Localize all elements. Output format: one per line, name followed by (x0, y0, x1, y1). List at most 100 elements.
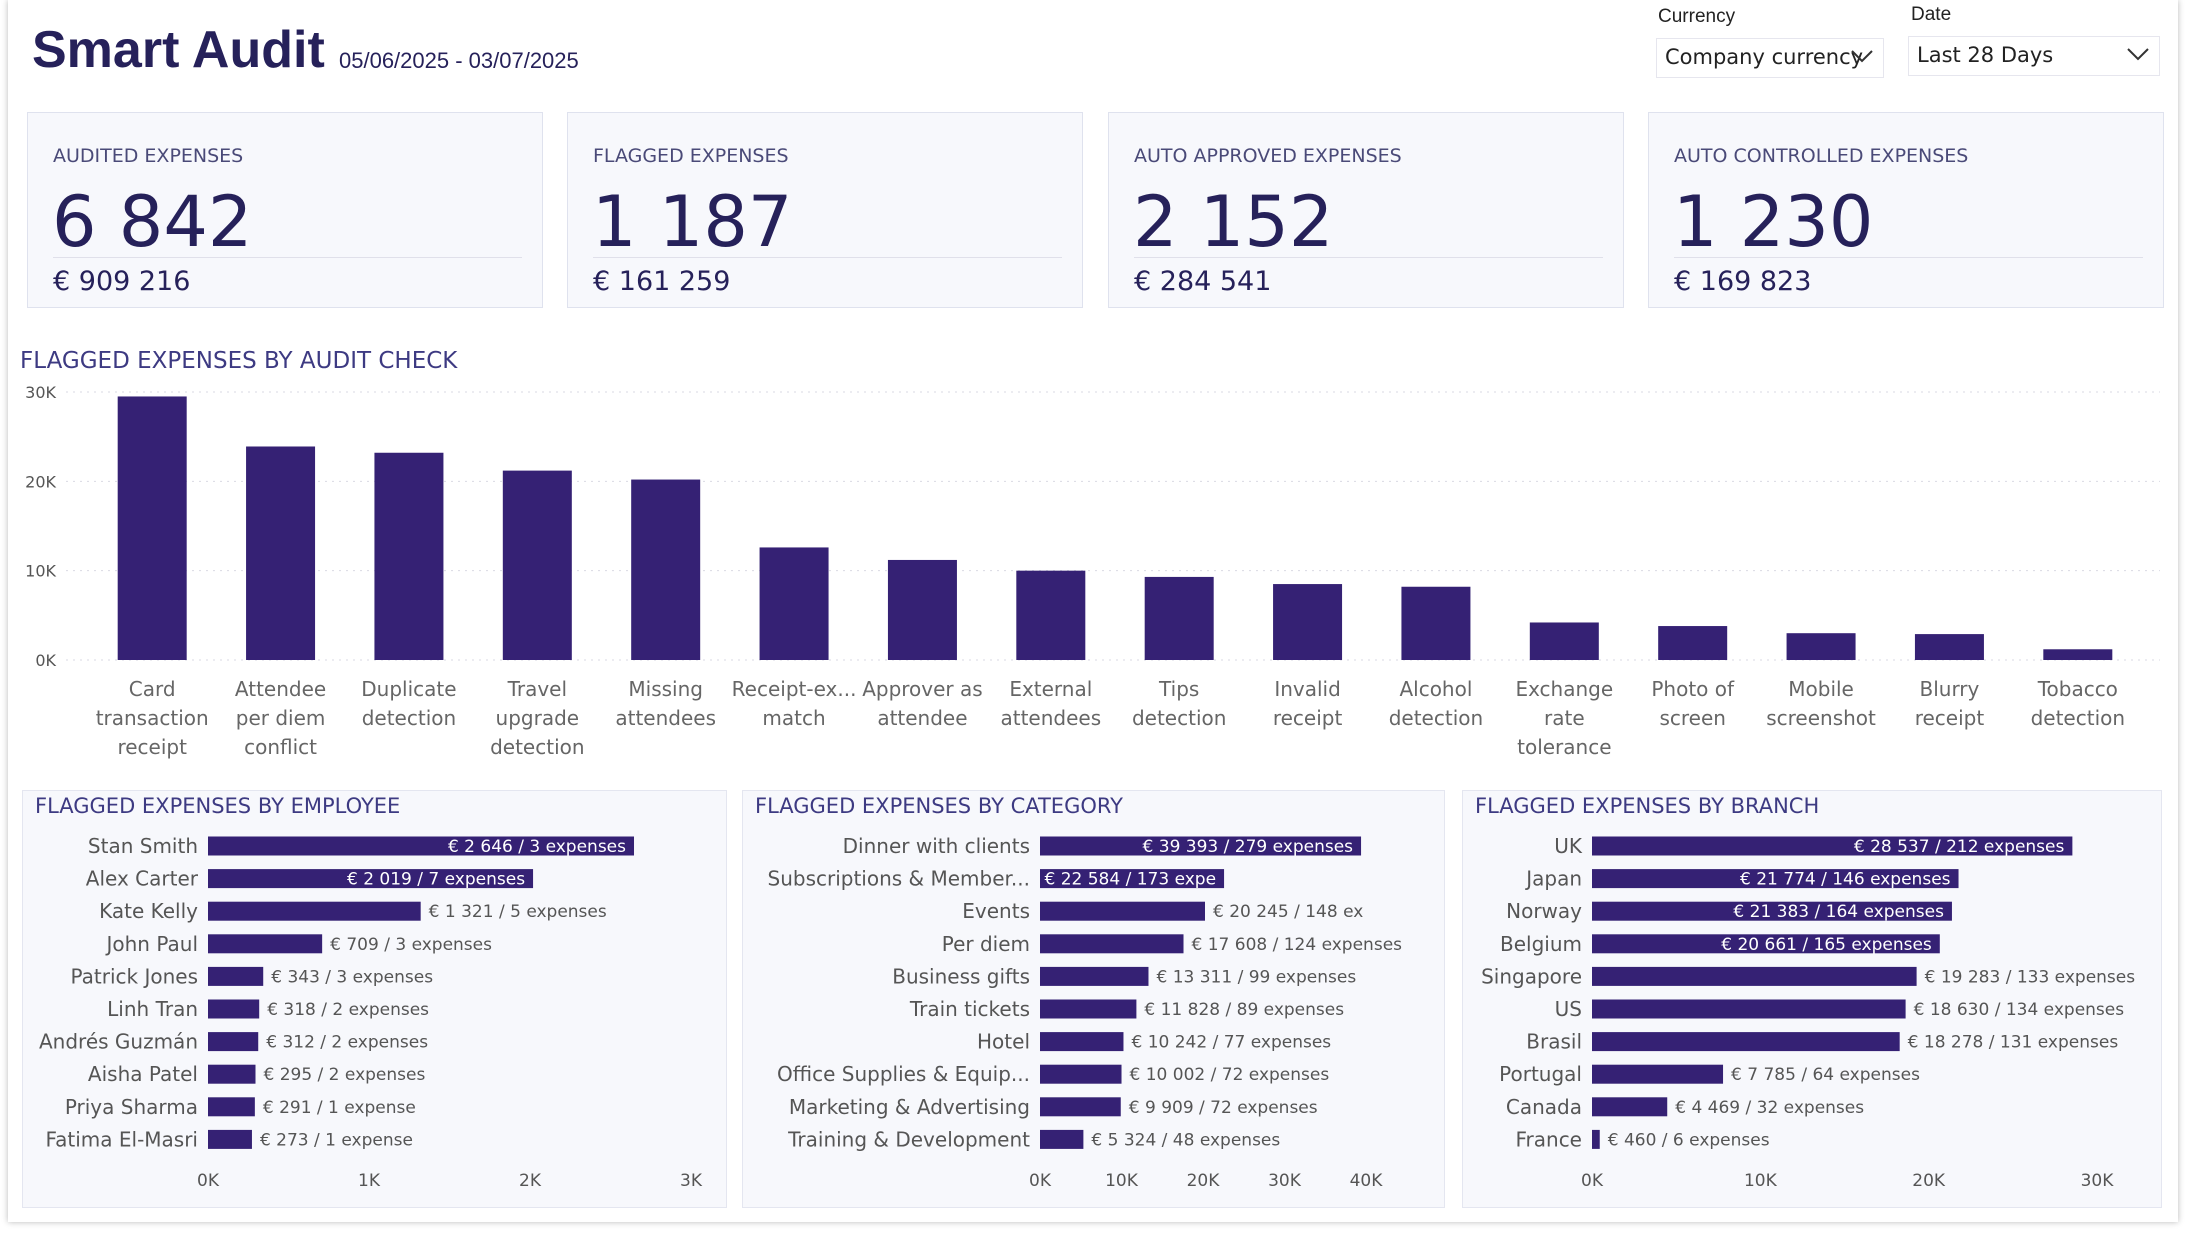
bar[interactable] (208, 901, 421, 921)
x-tick-label: 0K (1029, 1171, 1052, 1191)
bar[interactable] (1592, 1129, 1600, 1149)
bar[interactable] (1914, 634, 1984, 660)
bar[interactable] (208, 1064, 256, 1084)
bar[interactable] (502, 470, 572, 660)
y-tick-label: 0K (35, 651, 56, 670)
category-label: Priya Sharma (65, 1095, 198, 1119)
bar[interactable] (1592, 999, 1906, 1019)
bar[interactable] (1786, 633, 1856, 660)
bar[interactable] (1144, 576, 1214, 660)
x-category-label: detection (490, 735, 584, 759)
x-category-label: conflict (244, 735, 317, 759)
bar[interactable] (208, 999, 260, 1019)
kpi-amount: € 284 541 (1134, 266, 1272, 297)
bar[interactable] (1592, 836, 2073, 856)
bar[interactable] (1040, 901, 1205, 921)
bar[interactable] (1040, 1064, 1122, 1084)
x-category-label: Invalid (1274, 677, 1340, 701)
category-label: Training & Development (787, 1127, 1030, 1151)
kpi-label: AUTO CONTROLLED EXPENSES (1674, 145, 1969, 167)
data-label: € 22 584 / 173 expe (1044, 870, 1216, 890)
data-label: € 2 646 / 3 expenses (448, 837, 626, 857)
kpi-divider (593, 257, 1062, 258)
bar[interactable] (1040, 999, 1137, 1019)
bar[interactable] (631, 479, 701, 660)
chevron-down-icon (2127, 48, 2149, 61)
kpi-count: 1 187 (592, 181, 793, 263)
bar[interactable] (208, 934, 323, 954)
bar[interactable] (1016, 570, 1086, 660)
x-category-label: Mobile (1788, 677, 1854, 701)
x-category-label: External (1009, 677, 1092, 701)
x-category-label: Tobacco (2037, 677, 2118, 701)
data-label: € 10 242 / 77 expenses (1131, 1033, 1331, 1053)
category-label: UK (1554, 834, 1583, 858)
data-label: € 20 661 / 165 expenses (1721, 935, 1932, 955)
bar[interactable] (117, 396, 187, 660)
data-label: € 318 / 2 expenses (267, 1000, 429, 1020)
bar[interactable] (1592, 966, 1917, 986)
bar[interactable] (1658, 626, 1728, 660)
data-label: € 273 / 1 expense (260, 1130, 413, 1150)
bar[interactable] (208, 869, 534, 889)
bar[interactable] (1592, 934, 1940, 954)
x-category-label: receipt (1273, 706, 1343, 730)
category-chart-panel: FLAGGED EXPENSES BY CATEGORY (742, 790, 1445, 1208)
category-label: Aisha Patel (88, 1062, 198, 1086)
bar[interactable] (246, 446, 316, 660)
x-tick-label: 40K (1350, 1171, 1384, 1191)
x-category-label: detection (1389, 706, 1483, 730)
kpi-count: 6 842 (52, 181, 253, 263)
x-category-label: Missing (628, 677, 703, 701)
bar[interactable] (1273, 584, 1343, 660)
y-tick-label: 20K (25, 472, 56, 491)
bar[interactable] (1040, 934, 1184, 954)
data-label: € 21 383 / 164 expenses (1733, 902, 1944, 922)
bar[interactable] (759, 547, 829, 660)
data-label: € 10 002 / 72 expenses (1130, 1065, 1330, 1085)
x-category-label: detection (1132, 706, 1226, 730)
kpi-divider (1674, 257, 2143, 258)
bar[interactable] (208, 966, 264, 986)
category-label: France (1515, 1127, 1582, 1151)
bar[interactable] (1401, 586, 1471, 660)
bar[interactable] (208, 836, 635, 856)
x-tick-label: 10K (1744, 1171, 1778, 1191)
bar[interactable] (1040, 1032, 1124, 1052)
data-label: € 312 / 2 expenses (266, 1033, 428, 1053)
bar[interactable] (887, 559, 957, 660)
bar[interactable] (208, 1129, 252, 1149)
bar[interactable] (1040, 869, 1225, 889)
category-label: Events (962, 899, 1030, 923)
branch-bar-chart: UK € 28 537 / 212 expenses Japan € 21 774 /… (1481, 834, 2135, 1191)
x-tick-label: 0K (197, 1171, 220, 1191)
bar[interactable] (374, 452, 444, 660)
currency-dropdown[interactable]: Company currency (1656, 38, 1884, 78)
bar[interactable] (1040, 1129, 1084, 1149)
bar[interactable] (1040, 1097, 1121, 1117)
bar[interactable] (1040, 966, 1149, 986)
category-label: Hotel (977, 1030, 1030, 1054)
bar[interactable] (1592, 869, 1959, 889)
category-label: Singapore (1481, 964, 1582, 988)
category-label: Japan (1524, 867, 1582, 891)
data-label: € 4 469 / 32 expenses (1675, 1098, 1864, 1118)
data-label: € 18 278 / 131 expenses (1908, 1033, 2119, 1053)
bar[interactable] (1529, 622, 1599, 660)
bar[interactable] (1592, 1032, 1900, 1052)
bar[interactable] (1592, 1097, 1668, 1117)
bar[interactable] (1040, 836, 1362, 856)
bar[interactable] (1592, 1064, 1724, 1084)
x-category-label: Blurry (1919, 677, 1979, 701)
bar[interactable] (1592, 901, 1952, 921)
bar[interactable] (2043, 649, 2113, 660)
bar[interactable] (208, 1032, 259, 1052)
branch-chart-title: FLAGGED EXPENSES BY BRANCH (1475, 794, 1820, 818)
x-category-label: transaction (96, 706, 209, 730)
bar[interactable] (208, 1097, 255, 1117)
kpi-card-audited: AUDITED EXPENSES 6 842 € 909 216 (27, 112, 543, 308)
category-label: Portugal (1499, 1062, 1582, 1086)
data-label: € 18 630 / 134 expenses (1914, 1000, 2125, 1020)
x-category-label: Attendee (235, 677, 326, 701)
date-dropdown[interactable]: Last 28 Days (1908, 36, 2160, 76)
